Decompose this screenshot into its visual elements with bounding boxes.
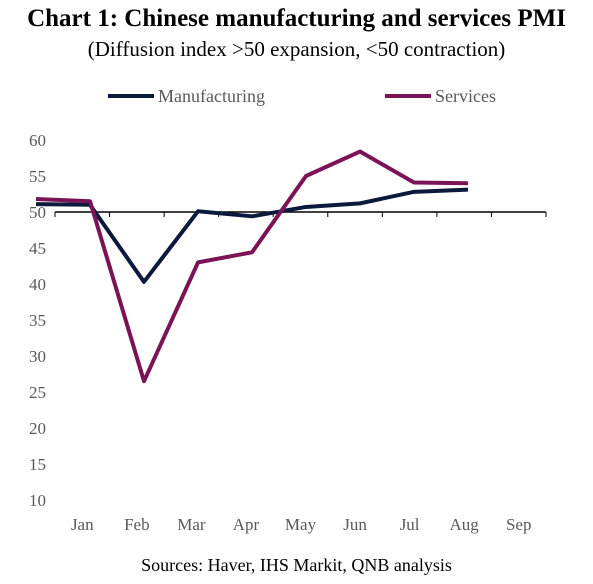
y-tick-label: 25 (29, 383, 46, 402)
x-tick-label: Apr (233, 515, 260, 534)
x-tick-label: Sep (506, 515, 532, 534)
y-tick-label: 55 (29, 167, 46, 186)
y-tick-label: 30 (29, 347, 46, 366)
x-tick-label: Feb (124, 515, 150, 534)
x-tick-label: Aug (450, 515, 480, 534)
x-tick-label: Jan (71, 515, 94, 534)
x-tick-label: May (285, 515, 317, 534)
y-tick-label: 10 (29, 491, 46, 510)
y-tick-label: 60 (29, 131, 46, 150)
y-tick-label: 20 (29, 419, 46, 438)
x-tick-label: Jun (343, 515, 367, 534)
y-tick-label: 45 (29, 239, 46, 258)
source-note: Sources: Haver, IHS Markit, QNB analysis (141, 555, 452, 575)
legend-label-manufacturing: Manufacturing (158, 86, 265, 106)
legend-label-services: Services (435, 86, 496, 106)
chart-title: Chart 1: Chinese manufacturing and servi… (27, 5, 566, 32)
y-tick-label: 50 (29, 203, 46, 222)
y-tick-label: 40 (29, 275, 46, 294)
series-line-services (35, 149, 469, 384)
y-tick-label: 15 (29, 455, 46, 474)
x-tick-label: Mar (177, 515, 206, 534)
y-tick-label: 35 (29, 311, 46, 330)
x-tick-label: Jul (400, 515, 420, 534)
chart-subtitle: (Diffusion index >50 expansion, <50 cont… (87, 37, 506, 61)
